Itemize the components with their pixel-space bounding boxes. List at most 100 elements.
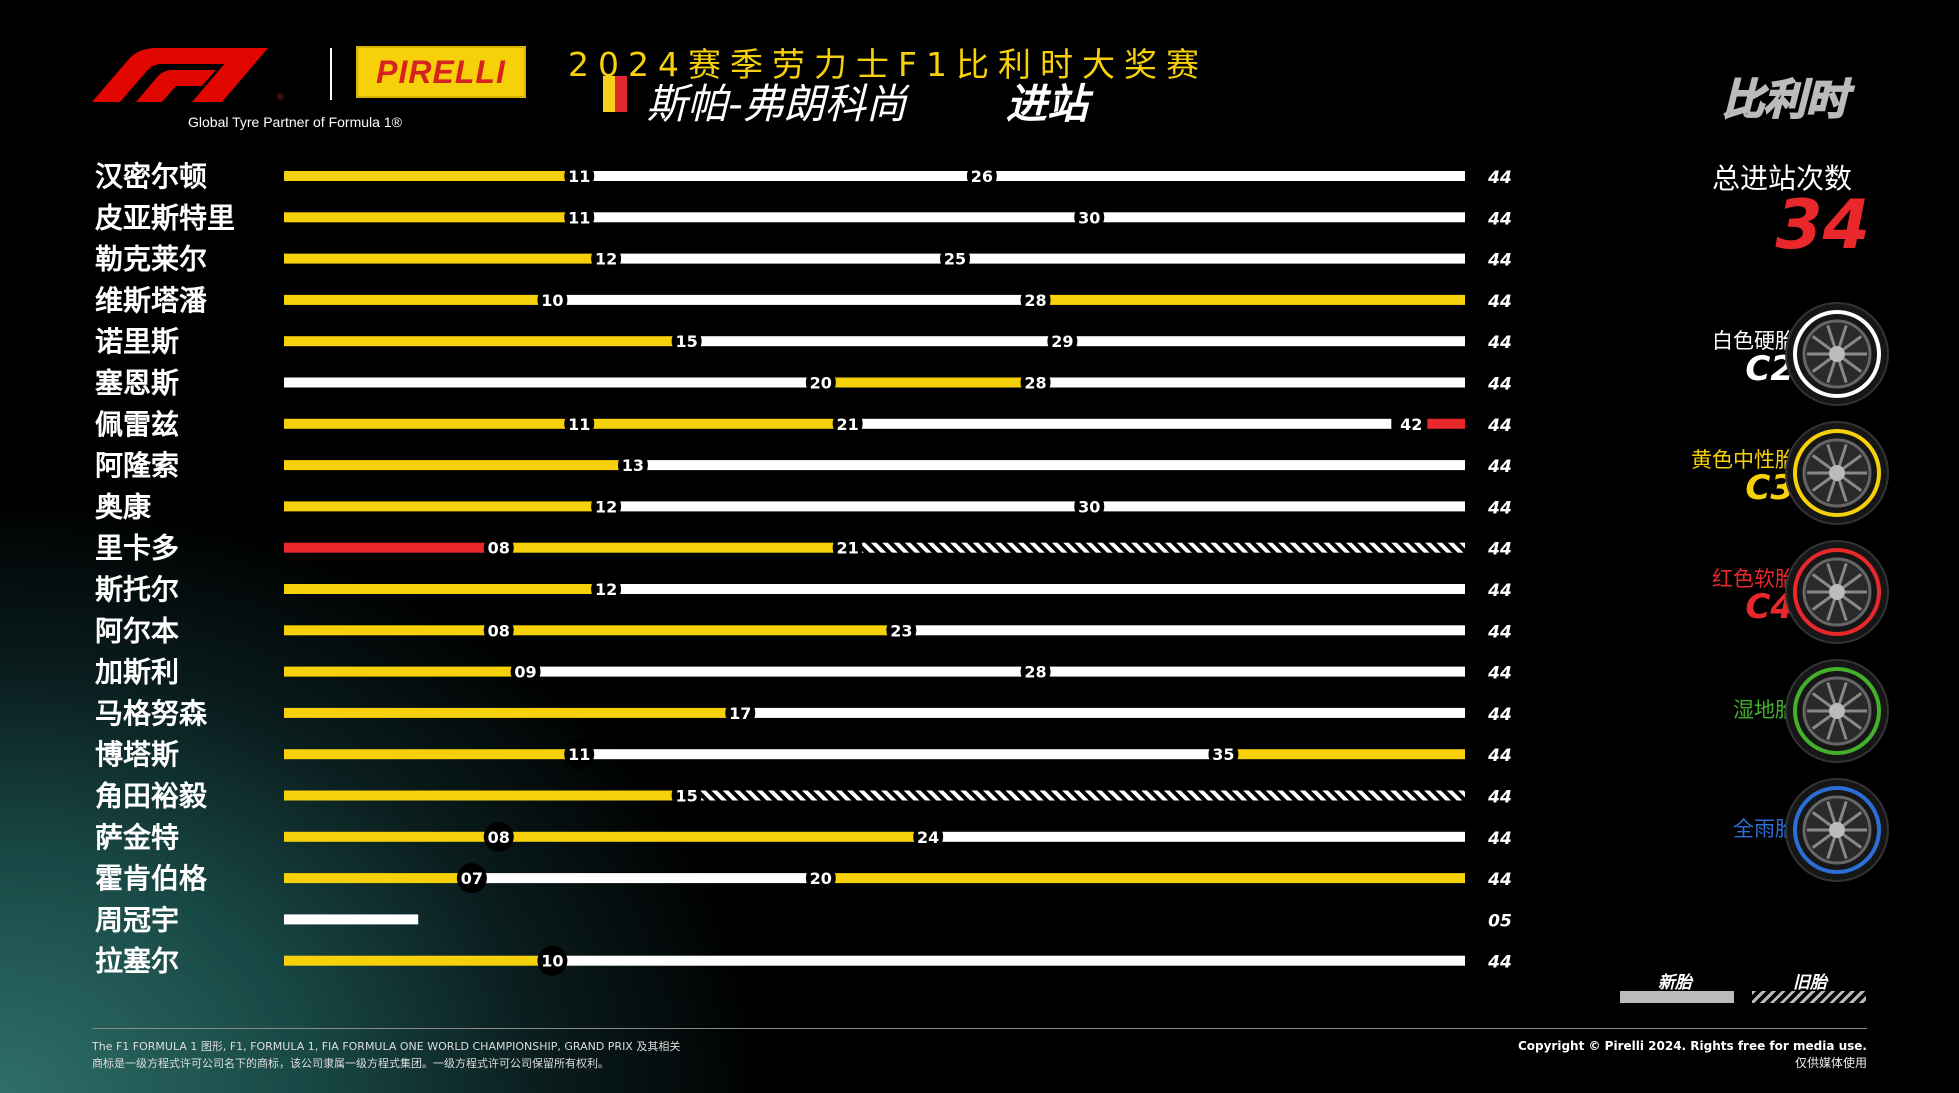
final-lap-label: 44	[1487, 292, 1512, 312]
f1-logo: ®	[92, 48, 285, 102]
total-stops-value: 34	[1775, 186, 1870, 265]
pit-stop-marker	[805, 863, 836, 894]
driver-row: 勒克莱尔 12 25 44	[95, 243, 1512, 276]
pit-stop-lap: 13	[622, 456, 644, 475]
driver-name: 奥康	[95, 490, 152, 523]
stint-bar	[471, 873, 821, 884]
final-lap-label: 44	[1487, 498, 1512, 518]
pit-stop-lap: 11	[568, 208, 590, 227]
pit-stop-marker	[617, 450, 648, 481]
pit-stop-lap: 10	[541, 291, 563, 310]
pit-stop-marker	[483, 821, 514, 852]
pit-stop-lap: 08	[488, 539, 510, 558]
header: ® PIRELLI Global Tyre Partner of Formula…	[0, 0, 1959, 150]
driver-name: 马格努森	[95, 697, 208, 730]
svg-text:®: ®	[276, 93, 285, 102]
stint-bar	[579, 212, 1090, 223]
stint-bar	[284, 294, 553, 305]
pit-stop-marker	[940, 243, 971, 274]
driver-name: 汉密尔顿	[95, 160, 207, 193]
stint-bar	[284, 707, 741, 718]
stint-bar	[284, 914, 419, 925]
driver-name: 塞恩斯	[95, 367, 179, 400]
legend-hard: 白色硬胎 C2	[1560, 297, 1890, 407]
stint-bar	[928, 831, 1465, 842]
pit-stop-lap: 21	[837, 415, 859, 434]
stint-bar	[284, 749, 580, 760]
stint-bar	[606, 253, 956, 264]
footer-copyright-line2: 仅供媒体使用	[1794, 1056, 1867, 1070]
final-lap-label: 44	[1487, 416, 1512, 436]
pit-stop-lap: 28	[1024, 663, 1046, 682]
final-lap-label: 44	[1487, 829, 1512, 849]
pit-stop-marker	[1074, 202, 1105, 233]
footer-copyright: Copyright © Pirelli 2024. Rights free fo…	[1518, 1038, 1867, 1072]
track-name: 斯帕-弗朗科尚	[646, 80, 907, 128]
final-lap-label: 44	[1487, 953, 1512, 973]
pit-stop-lap: 12	[595, 580, 617, 599]
final-lap-label: 44	[1487, 251, 1512, 271]
driver-name: 萨金特	[95, 821, 179, 854]
driver-name: 维斯塔潘	[95, 284, 208, 317]
pit-stop-marker	[832, 532, 863, 563]
pit-stop-lap: 26	[971, 167, 993, 186]
driver-row: 角田裕毅 15 44	[95, 780, 1512, 813]
stint-bar	[498, 625, 902, 636]
pit-stop-marker	[886, 615, 917, 646]
pirelli-logo: PIRELLI	[356, 46, 526, 98]
pit-stop-marker	[671, 326, 702, 357]
pit-stop-marker	[913, 821, 944, 852]
driver-name: 佩雷兹	[95, 408, 179, 441]
footer-trademark-line1: The F1 FORMULA 1 图形, F1, FORMULA 1, FIA …	[92, 1040, 681, 1053]
pit-stop-lap: 11	[568, 167, 590, 186]
stint-bar	[552, 294, 1036, 305]
total-stops-label: 总进站次数	[1712, 162, 1853, 195]
driver-row: 阿隆索 13 44	[95, 449, 1512, 482]
legend-hard-name: 白色硬胎	[1712, 329, 1796, 353]
final-lap-label: 44	[1487, 622, 1512, 642]
stint-bar	[525, 666, 1036, 677]
legend-soft: 红色软胎 C4	[1560, 535, 1890, 645]
driver-name: 阿隆索	[95, 449, 179, 482]
driver-name: 皮亚斯特里	[95, 201, 235, 234]
pit-stop-marker	[483, 615, 514, 646]
driver-name: 里卡多	[95, 532, 179, 565]
stint-bar	[284, 831, 499, 842]
stint-bar	[686, 790, 1465, 801]
stint-bar	[1089, 212, 1465, 223]
driver-row: 皮亚斯特里 11 30 44	[95, 201, 1512, 234]
stint-bar	[284, 460, 633, 471]
stint-bar	[1089, 501, 1465, 512]
stint-bar	[686, 336, 1063, 347]
wet-tyre-icon	[1785, 778, 1889, 882]
pit-stop-lap: 24	[917, 828, 939, 847]
pit-stop-marker	[1074, 491, 1105, 522]
pit-stop-lap: 12	[595, 250, 617, 269]
final-lap-label: 44	[1487, 209, 1512, 229]
driver-row: 维斯塔潘 10 28 44	[95, 284, 1512, 317]
pit-stop-marker	[564, 161, 595, 191]
pit-stop-marker	[1391, 411, 1428, 436]
pit-stop-marker	[1020, 656, 1051, 687]
driver-row: 汉密尔顿 11 26 44	[95, 160, 1512, 193]
driver-row: 加斯利 09 28 44	[95, 656, 1512, 689]
pit-stop-lap: 25	[944, 250, 966, 269]
pit-stop-marker	[832, 408, 863, 439]
pit-stop-lap: 20	[810, 374, 832, 393]
belgium-flag-icon	[591, 76, 627, 112]
stint-bar	[284, 336, 687, 347]
pit-stop-lap: 35	[1212, 745, 1234, 764]
driver-name: 角田裕毅	[95, 780, 208, 813]
pit-stop-lap: 30	[1078, 208, 1100, 227]
pit-stop-marker	[591, 491, 622, 522]
driver-row: 霍肯伯格 07 20 44	[95, 862, 1512, 895]
driver-row: 里卡多 08 21 44	[95, 532, 1512, 565]
driver-row: 诺里斯 15 29 44	[95, 325, 1512, 358]
final-lap-label: 44	[1487, 457, 1512, 477]
stint-bar	[284, 171, 580, 181]
stint-bar	[820, 377, 1036, 388]
pit-stop-marker	[1047, 326, 1078, 357]
pit-stop-marker	[591, 574, 622, 604]
pit-stop-marker	[564, 739, 595, 770]
logo-separator	[330, 48, 332, 100]
